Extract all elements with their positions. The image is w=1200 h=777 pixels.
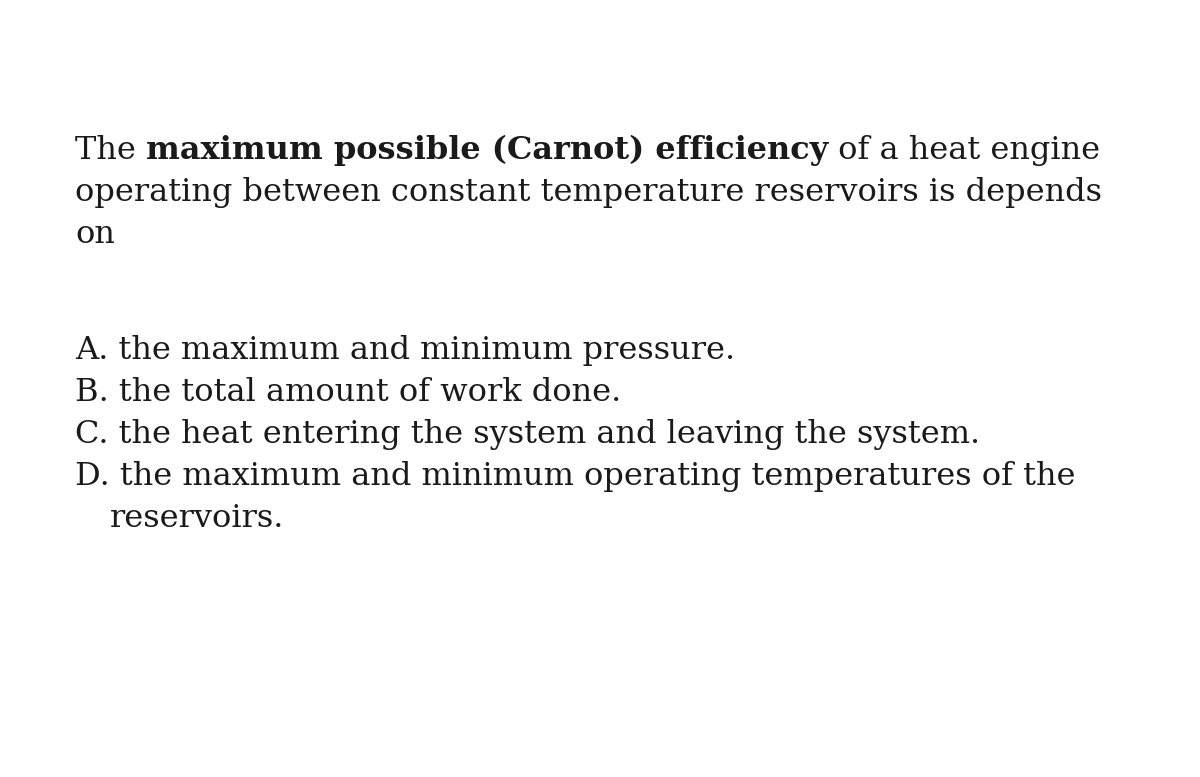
Text: B. the total amount of work done.: B. the total amount of work done. <box>74 377 622 408</box>
Text: operating between constant temperature reservoirs is depends: operating between constant temperature r… <box>74 177 1102 208</box>
Text: The: The <box>74 135 146 166</box>
Text: maximum possible (Carnot) efficiency: maximum possible (Carnot) efficiency <box>146 135 828 166</box>
Text: C. the heat entering the system and leaving the system.: C. the heat entering the system and leav… <box>74 419 980 450</box>
Text: reservoirs.: reservoirs. <box>110 503 284 534</box>
Text: on: on <box>74 219 115 250</box>
Text: of a heat engine: of a heat engine <box>828 135 1100 166</box>
Text: A. the maximum and minimum pressure.: A. the maximum and minimum pressure. <box>74 335 736 366</box>
Text: D. the maximum and minimum operating temperatures of the: D. the maximum and minimum operating tem… <box>74 461 1075 492</box>
